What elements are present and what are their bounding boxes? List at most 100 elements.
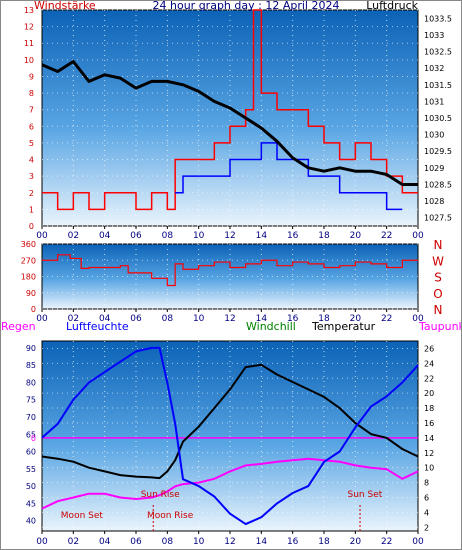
temperature-tick-label: 18	[424, 404, 434, 413]
temperature-tick-label: 24	[424, 359, 434, 368]
temperature-tick-label: 2	[424, 523, 429, 532]
temperature-tick-label: 6	[424, 493, 429, 502]
event-annotation: Sun Rise	[141, 490, 180, 500]
x-tick-label: 00	[36, 537, 48, 547]
compass-label: S	[434, 271, 442, 285]
pressure-tick-label: 1033	[424, 31, 444, 40]
pressure-axis-title: Luftdruck	[366, 0, 418, 12]
x-tick-label: 00	[36, 231, 48, 241]
temperature-tick-label: 10	[424, 464, 434, 473]
pressure-tick-label: 1029	[424, 164, 444, 173]
legend-entry: Luftfeuchte	[66, 320, 129, 333]
pressure-tick-label: 1027.5	[424, 214, 452, 223]
humidity-tick-label: 40	[26, 517, 36, 526]
direction-tick-label: 0	[31, 305, 36, 314]
wind-tick-label: 7	[29, 106, 34, 115]
wind-tick-label: 9	[29, 72, 34, 81]
wind-tick-label: 3	[29, 172, 34, 181]
temperature-tick-label: 26	[424, 344, 434, 353]
chart-title: 24 hour graph day : 12 April 2024	[153, 0, 340, 12]
x-tick-label: 04	[99, 537, 111, 547]
x-tick-label: 12	[224, 231, 235, 241]
pressure-tick-label: 1031.5	[424, 81, 452, 90]
legend-entry: Regen	[1, 320, 36, 333]
x-tick-label: 12	[224, 314, 235, 324]
temperature-tick-label: 12	[424, 449, 434, 458]
humidity-tick-label: 55	[26, 465, 36, 474]
x-tick-label: 20	[350, 231, 362, 241]
wind-tick-label: 12	[24, 23, 34, 32]
x-tick-label: 14	[256, 314, 268, 324]
wind-tick-label: 13	[24, 6, 34, 15]
x-tick-label: 18	[318, 231, 330, 241]
rain-zero-label: 0	[31, 434, 36, 443]
wind-axis-title: Windstärke	[34, 0, 96, 12]
wind-direction-line	[42, 254, 418, 287]
x-tick-label: 22	[381, 231, 392, 241]
wind-tick-label: 5	[29, 139, 34, 148]
wind-tick-label: 6	[29, 122, 34, 131]
compass-label: W	[432, 254, 444, 268]
x-tick-label: 16	[287, 537, 299, 547]
temperature-tick-label: 4	[424, 508, 429, 517]
humidity-tick-label: 50	[26, 482, 36, 491]
wind-pressure-plot-area	[41, 9, 419, 227]
legend-entry: Taupunkt	[418, 320, 462, 333]
x-tick-label: 12	[224, 537, 235, 547]
x-tick-label: 06	[130, 314, 142, 324]
wind-tick-label: 0	[29, 222, 34, 231]
x-tick-label: 04	[99, 231, 111, 241]
wind-tick-label: 4	[29, 156, 34, 165]
x-tick-label: 14	[256, 537, 268, 547]
direction-tick-label: 360	[21, 240, 36, 249]
humidity-tick-label: 90	[26, 344, 36, 353]
humidity-tick-label: 85	[26, 361, 36, 370]
x-tick-label: 16	[287, 231, 299, 241]
event-annotation: Moon Rise	[147, 511, 194, 521]
compass-label: O	[433, 287, 442, 301]
event-annotation: Sun Set	[348, 490, 383, 500]
x-tick-label: 14	[256, 231, 268, 241]
dewpoint-line	[41, 457, 419, 510]
humidity-tick-label: 65	[26, 430, 36, 439]
x-tick-label: 02	[68, 314, 79, 324]
x-tick-label: 06	[130, 231, 142, 241]
pressure-tick-label: 1032.5	[424, 48, 452, 57]
x-tick-label: 08	[162, 231, 174, 241]
x-tick-label: 00	[412, 231, 424, 241]
humidity-tick-label: 70	[26, 413, 36, 422]
x-tick-label: 22	[381, 537, 392, 547]
temperature-tick-label: 16	[424, 419, 434, 428]
temperature-tick-label: 22	[424, 374, 434, 383]
temperature-tick-label: 8	[424, 479, 429, 488]
pressure-line	[41, 60, 418, 186]
pressure-tick-label: 1031	[424, 97, 444, 106]
humidity-tick-label: 80	[26, 378, 36, 387]
pressure-tick-label: 1029.5	[424, 147, 452, 156]
x-tick-label: 02	[68, 231, 79, 241]
x-tick-label: 02	[68, 537, 79, 547]
pressure-tick-label: 1028	[424, 197, 444, 206]
x-tick-label: 00	[412, 537, 424, 547]
pressure-tick-label: 1032	[424, 64, 444, 73]
x-tick-label: 18	[318, 537, 330, 547]
x-tick-label: 04	[99, 314, 111, 324]
wind-gust-line	[42, 9, 418, 211]
compass-label: N	[434, 238, 443, 252]
direction-tick-label: 90	[26, 289, 36, 298]
x-tick-label: 00	[412, 314, 424, 324]
x-tick-label: 10	[193, 537, 205, 547]
x-tick-label: 10	[193, 231, 205, 241]
pressure-tick-label: 1030	[424, 131, 444, 140]
x-tick-label: 08	[162, 537, 174, 547]
temperature-tick-label: 20	[424, 389, 434, 398]
wind-tick-label: 8	[29, 89, 34, 98]
humidity-line	[41, 346, 419, 526]
x-tick-label: 20	[350, 314, 362, 324]
compass-label: N	[434, 303, 443, 317]
x-tick-label: 22	[381, 314, 392, 324]
wind-tick-label: 11	[24, 39, 34, 48]
x-tick-label: 16	[287, 314, 299, 324]
